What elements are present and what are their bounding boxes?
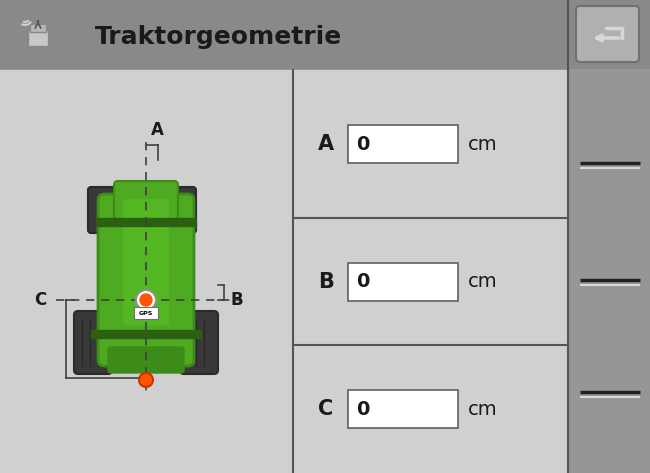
Text: 0: 0 [356,400,369,419]
Text: C: C [34,291,46,309]
Text: cm: cm [468,400,498,419]
Text: A: A [151,121,164,139]
FancyBboxPatch shape [88,187,116,233]
FancyBboxPatch shape [576,6,639,62]
FancyBboxPatch shape [114,181,178,219]
Bar [28,30,48,46]
FancyBboxPatch shape [168,187,196,233]
Text: A: A [318,134,334,154]
Text: C: C [318,399,333,419]
Text: B: B [318,272,334,291]
Circle shape [140,294,152,306]
FancyBboxPatch shape [348,125,458,163]
Text: cm: cm [468,134,498,154]
FancyBboxPatch shape [134,307,158,319]
FancyBboxPatch shape [123,199,169,325]
Text: B: B [231,291,244,309]
Bar [96,218,196,226]
Text: 0: 0 [356,134,369,154]
Text: cm: cm [468,272,498,291]
FancyBboxPatch shape [108,347,184,373]
Circle shape [136,290,156,310]
FancyBboxPatch shape [348,390,458,428]
Bar [91,330,201,338]
FancyBboxPatch shape [74,311,112,374]
Circle shape [139,373,153,387]
Text: GPS: GPS [139,310,153,315]
FancyBboxPatch shape [98,194,194,366]
FancyBboxPatch shape [348,263,458,300]
Text: Traktorgeometrie: Traktorgeometrie [95,25,343,49]
FancyBboxPatch shape [180,311,218,374]
Bar [0,70,650,473]
Bar [568,70,650,473]
Text: 0: 0 [356,272,369,291]
Bar [30,24,46,32]
Bar [0,0,650,70]
